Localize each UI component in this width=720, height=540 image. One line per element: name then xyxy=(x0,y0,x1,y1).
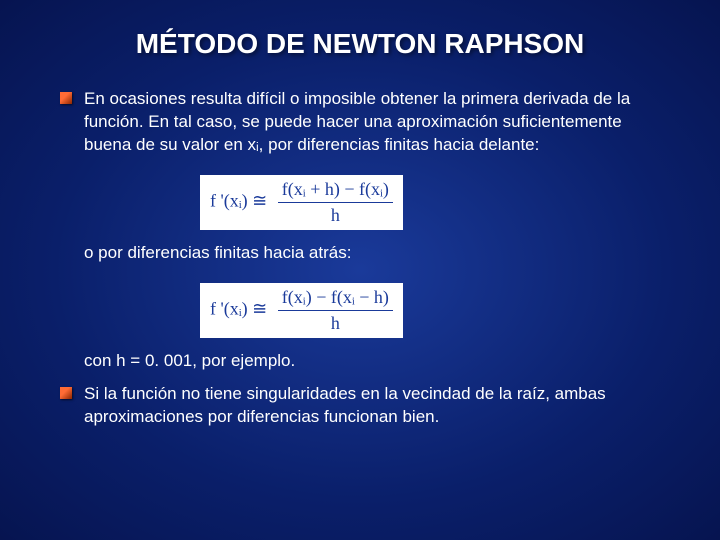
formula2-lhs: f '(xᵢ) ≅ xyxy=(210,298,267,318)
post-text: con h = 0. 001, por ejemplo. xyxy=(84,350,670,373)
formula1-lhs: f '(xᵢ) ≅ xyxy=(210,190,267,210)
bullet-icon xyxy=(60,92,72,104)
formula-forward-diff: f '(xᵢ) ≅ f(xᵢ + h) − f(xᵢ) h xyxy=(200,175,403,230)
content-area: En ocasiones resulta difícil o imposible… xyxy=(0,88,720,429)
bullet-text-2: Si la función no tiene singularidades en… xyxy=(84,383,670,429)
bullet-text-1: En ocasiones resulta difícil o imposible… xyxy=(84,88,670,157)
bullet-item-1: En ocasiones resulta difícil o imposible… xyxy=(60,88,670,157)
mid-text: o por diferencias finitas hacia atrás: xyxy=(84,242,670,265)
bullet-icon xyxy=(60,387,72,399)
slide-title: MÉTODO DE NEWTON RAPHSON xyxy=(0,0,720,88)
formula2-denominator: h xyxy=(278,311,393,334)
formula2-numerator: f(xᵢ) − f(xᵢ − h) xyxy=(278,287,393,311)
formula-backward-diff: f '(xᵢ) ≅ f(xᵢ) − f(xᵢ − h) h xyxy=(200,283,403,338)
formula1-denominator: h xyxy=(278,203,393,226)
formula1-numerator: f(xᵢ + h) − f(xᵢ) xyxy=(278,179,393,203)
bullet-item-2: Si la función no tiene singularidades en… xyxy=(60,383,670,429)
